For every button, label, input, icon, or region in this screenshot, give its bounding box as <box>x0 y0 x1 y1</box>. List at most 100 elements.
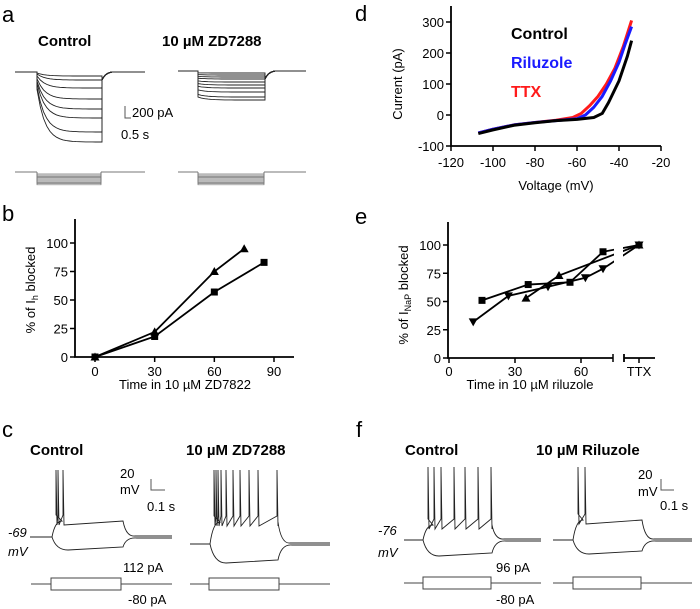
scale-voltage-unit: mV <box>120 482 140 497</box>
panel-f-title-control: Control <box>405 442 458 459</box>
current-command-step <box>208 577 280 591</box>
scale-current-label: 200 pA <box>132 105 174 120</box>
y-tick-label: 100 <box>46 236 68 251</box>
current-trace-control <box>15 71 145 133</box>
panel-c-title-zd7288: 10 µM ZD7288 <box>186 442 286 459</box>
panel-letter-b: b <box>2 201 14 226</box>
y-tick-label: 100 <box>419 238 441 253</box>
y-tick-label: 0 <box>434 351 441 366</box>
voltage-trace-riluzole-depolarizing <box>553 466 692 541</box>
voltage-trace-riluzole-hyperpolarizing <box>572 539 692 555</box>
voltage-command-step <box>197 172 265 186</box>
x-tick-label: -100 <box>480 155 506 170</box>
voltage-command-step <box>197 172 265 176</box>
scale-voltage-value: 20 <box>638 467 652 482</box>
current-trace-control <box>15 71 145 81</box>
x-axis-label: Time in 10 µM ZD7822 <box>119 377 251 392</box>
x-tick-label: 60 <box>207 364 221 379</box>
panel-f-title-riluzole: 10 µM Riluzole <box>536 442 640 459</box>
data-point-triangle-up <box>209 267 219 275</box>
series-line-control <box>477 40 634 136</box>
y-tick-label: 300 <box>422 15 444 30</box>
data-point-triangle-down <box>503 292 513 301</box>
data-point-triangle-down <box>598 265 608 274</box>
current-low-label: -80 pA <box>128 592 167 607</box>
y-tick-label: 0 <box>437 108 444 123</box>
current-trace-zd7288 <box>178 70 306 80</box>
x-tick-label: 90 <box>267 364 281 379</box>
data-point-square <box>210 288 218 296</box>
resting-potential-value: -69 <box>8 525 27 540</box>
data-point-triangle-up <box>521 293 531 302</box>
current-trace-zd7288 <box>178 70 306 93</box>
x-tick-label: 30 <box>147 364 161 379</box>
y-tick-label: 75 <box>54 265 68 280</box>
data-point-triangle-down <box>468 318 478 327</box>
scale-bar <box>124 106 131 119</box>
panel-c-title-control: Control <box>30 442 83 459</box>
panel-a-title-control: Control <box>38 33 91 50</box>
data-point-square <box>151 332 159 340</box>
scale-time-label: 0.1 s <box>660 498 689 513</box>
current-trace-control <box>15 71 145 110</box>
scale-bar <box>660 479 674 491</box>
x-tick-label: -40 <box>610 155 629 170</box>
voltage-trace-control-hyperpolarizing <box>51 536 172 551</box>
panel-f: Control 10 µM Riluzole 20 mV 0.1 s -76 m… <box>378 442 692 607</box>
data-point-square <box>478 296 486 304</box>
voltage-command-step <box>36 172 102 176</box>
chart-e: Time in 10 µM riluzole % of INaP blocked… <box>396 222 655 392</box>
x-tick-label: 30 <box>508 364 522 379</box>
x-tick-label: 0 <box>91 364 98 379</box>
resting-potential-unit: mV <box>378 545 399 560</box>
series-line <box>94 247 245 358</box>
chart-d: Voltage (mV) Current (pA) -100 0 100 200 300… <box>390 6 670 193</box>
data-point-triangle-up <box>634 240 644 249</box>
data-point-square <box>524 281 532 289</box>
voltage-trace-control-hyperpolarizing <box>422 539 541 557</box>
y-tick-label: 75 <box>427 266 441 281</box>
scale-bar <box>150 479 165 491</box>
current-command-step <box>422 576 492 590</box>
y-tick-label: 0 <box>61 350 68 365</box>
x-tick-label: -120 <box>438 155 464 170</box>
voltage-command-step <box>36 172 102 178</box>
panel-letter-c: c <box>2 417 13 442</box>
series-line <box>472 244 640 323</box>
current-high-label: 96 pA <box>496 560 530 575</box>
voltage-trace-zd7288-depolarizing <box>190 469 330 545</box>
x-tick-label: TTX <box>627 364 652 379</box>
current-high-label: 112 pA <box>123 560 164 575</box>
y-axis-label: % of Ih blocked <box>23 247 40 334</box>
panel-c: Control 10 µM ZD7288 20 mV 0.1 s -69 mV … <box>8 442 330 607</box>
data-point-triangle-up <box>150 327 160 336</box>
y-tick-label: 25 <box>54 322 68 337</box>
voltage-command-step <box>197 172 265 175</box>
voltage-command-step <box>36 172 102 183</box>
data-point-triangle-up <box>554 271 564 280</box>
y-tick-label: -100 <box>418 139 444 154</box>
x-tick-label: -80 <box>526 155 545 170</box>
y-tick-label: 200 <box>422 46 444 61</box>
y-tick-label: 100 <box>422 77 444 92</box>
panel-letter-a: a <box>2 2 15 27</box>
x-axis-label: Time in 10 µM riluzole <box>467 377 594 392</box>
x-tick-label: -60 <box>568 155 587 170</box>
axes <box>74 219 294 358</box>
current-trace-zd7288 <box>178 70 306 101</box>
legend-entry-riluzole: Riluzole <box>511 55 572 72</box>
x-tick-label: -20 <box>652 155 671 170</box>
x-tick-label: 0 <box>445 364 452 379</box>
chart-b: Time in 10 µM ZD7822 % of Ih blocked 0 25… <box>23 219 294 392</box>
current-low-label: -80 pA <box>496 592 535 607</box>
y-tick-label: 50 <box>427 295 441 310</box>
voltage-trace-control-depolarizing <box>30 469 172 538</box>
resting-potential-unit: mV <box>8 544 29 559</box>
y-tick-label: 25 <box>427 323 441 338</box>
axis-break-gap <box>614 240 623 300</box>
panel-letter-d: d <box>355 1 367 26</box>
data-point-triangle-up <box>90 352 100 361</box>
y-axis-label: % of INaP blocked <box>396 245 413 344</box>
x-tick-label: 60 <box>574 364 588 379</box>
